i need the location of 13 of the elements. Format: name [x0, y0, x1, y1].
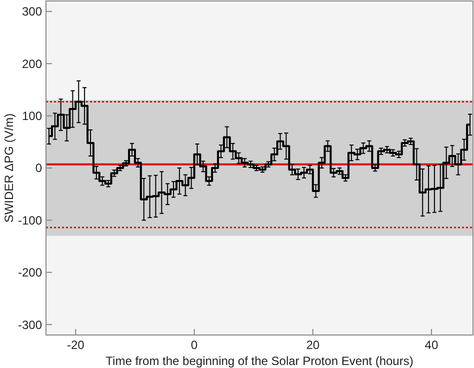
x-axis-title: Time from the beginning of the Solar Proton Event (hours) [106, 354, 414, 368]
y-axis-title: SWIDER ΔPG (V/m) [2, 113, 16, 223]
y-tick-label: 200 [22, 56, 42, 71]
x-tick-label: -20 [66, 338, 85, 352]
y-tick-label: 100 [22, 109, 42, 124]
y-tick-label: 0 [35, 161, 42, 176]
y-tick-label: -100 [18, 213, 42, 228]
y-tick-label: -300 [18, 318, 42, 332]
x-tick-label: 20 [306, 338, 320, 352]
y-tick-label: 300 [22, 4, 42, 19]
x-tick-label: 40 [424, 338, 438, 352]
y-tick-label: -200 [18, 266, 42, 280]
x-tick-label: 0 [190, 338, 198, 352]
